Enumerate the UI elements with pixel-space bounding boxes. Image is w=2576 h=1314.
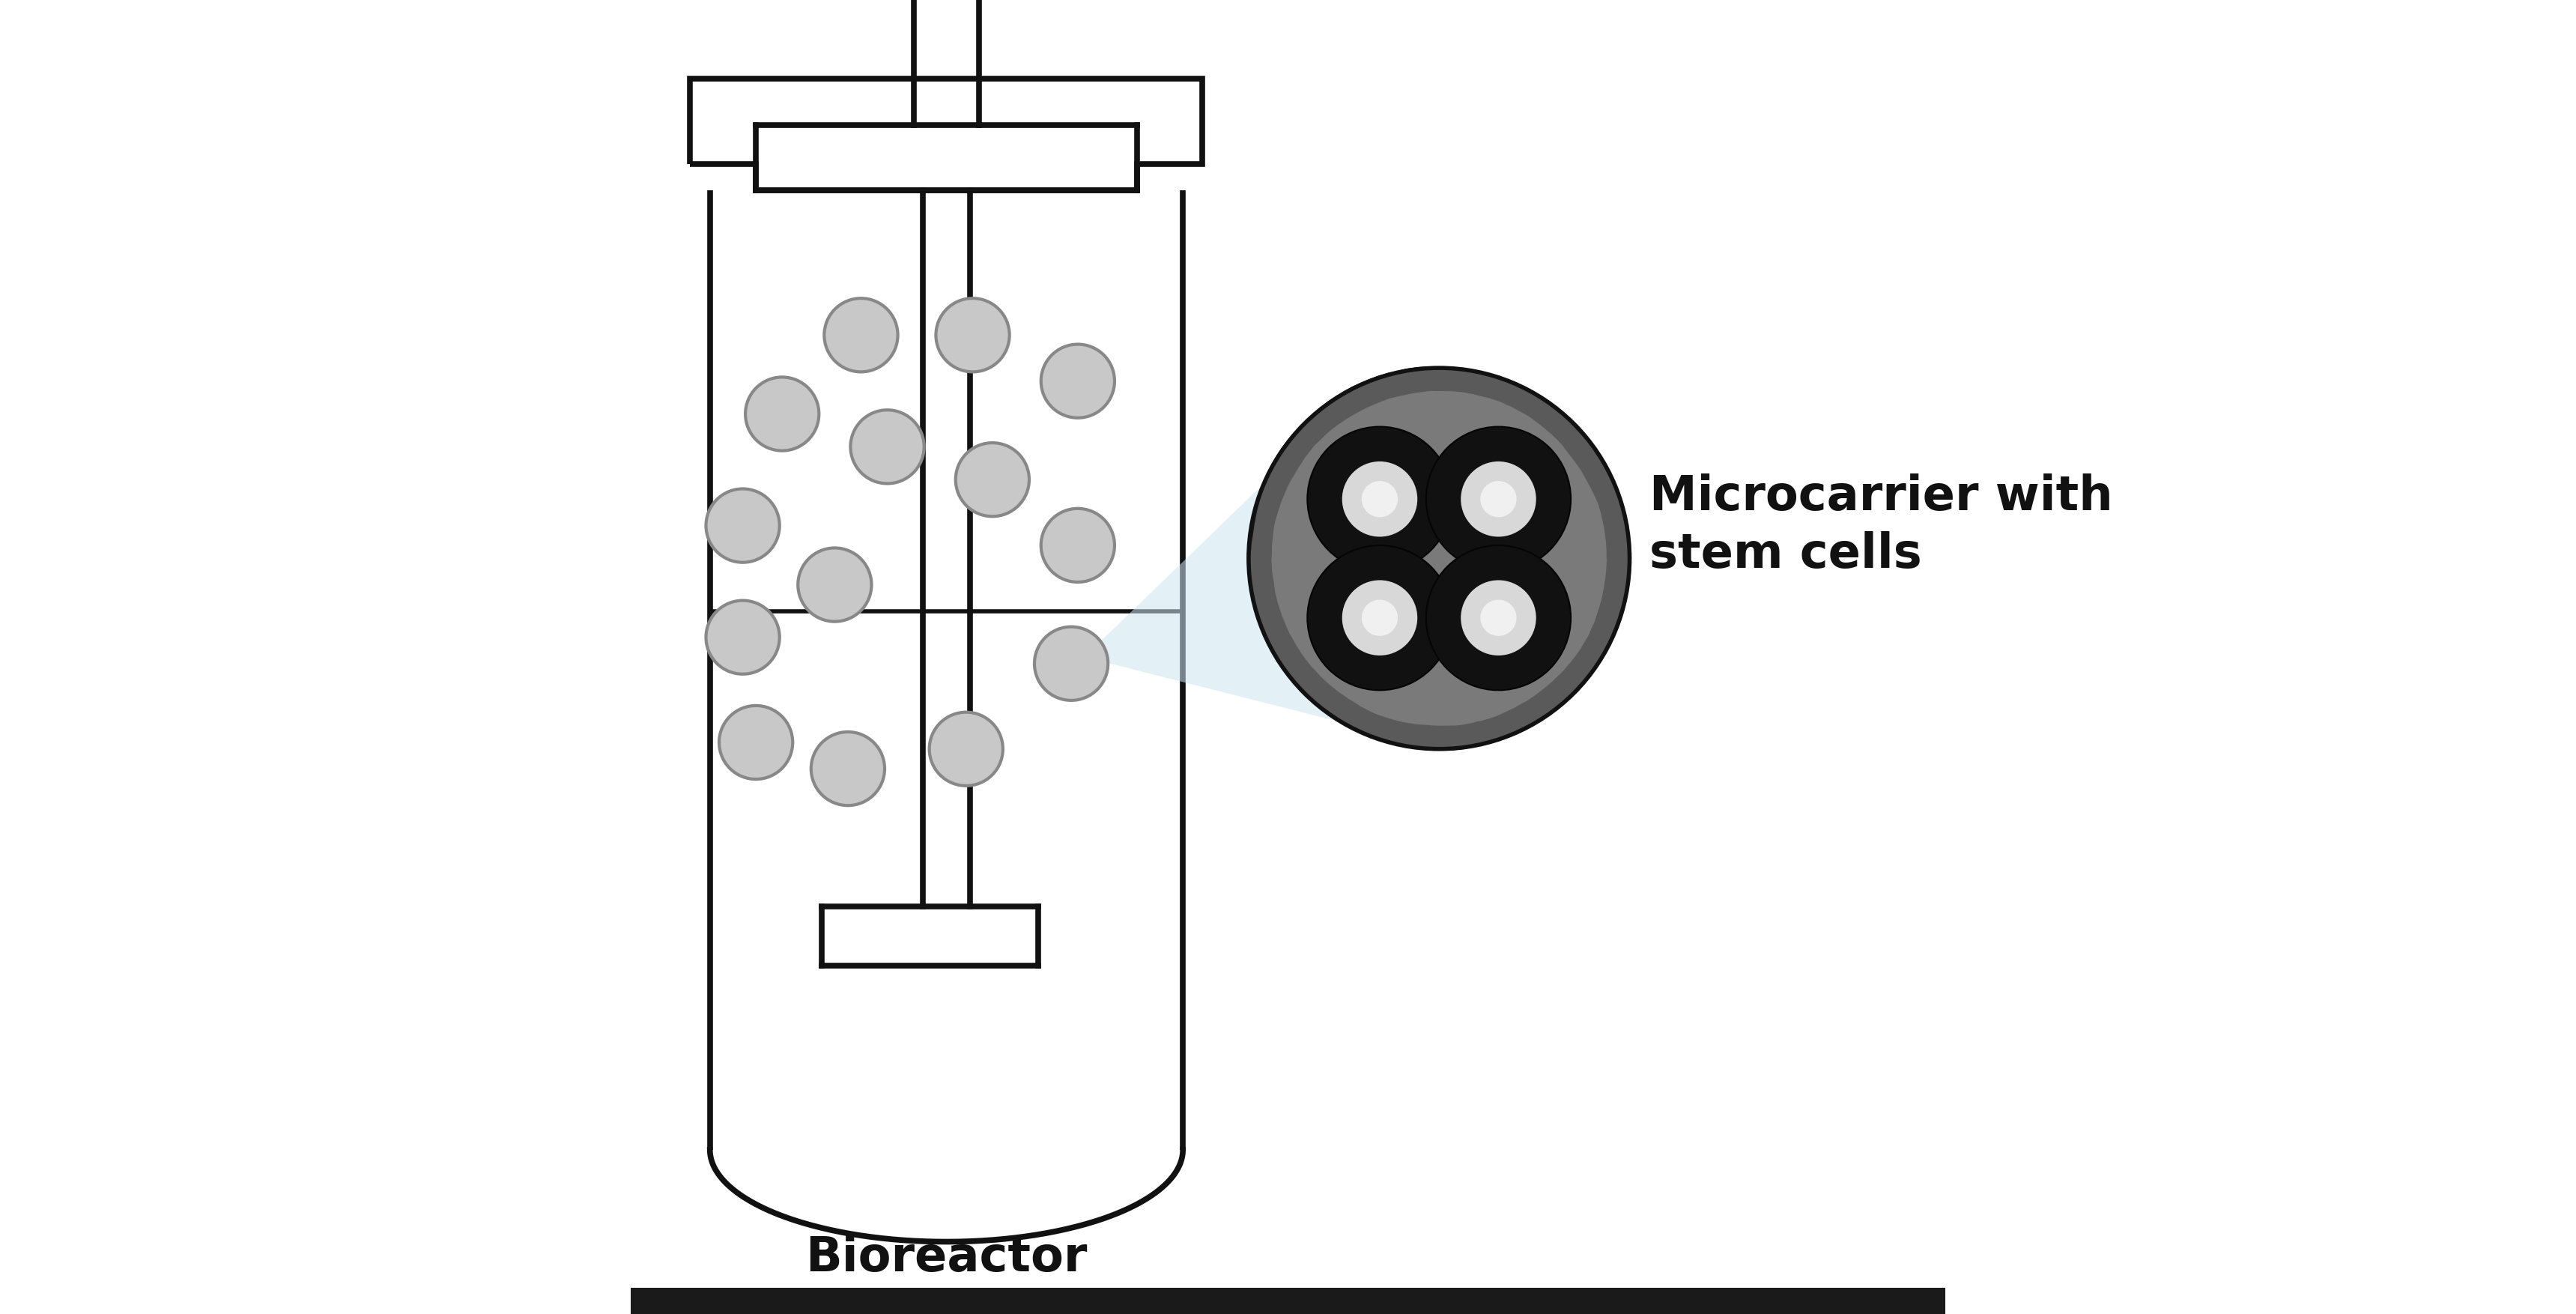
Polygon shape [1273,392,1607,725]
Circle shape [824,298,899,372]
Circle shape [956,443,1030,516]
Polygon shape [1249,368,1631,749]
Circle shape [1309,427,1453,572]
Circle shape [744,377,819,451]
Circle shape [811,732,884,805]
Circle shape [1427,545,1571,690]
Circle shape [1342,461,1417,536]
Text: Bioreactor: Bioreactor [806,1235,1087,1281]
Circle shape [1481,599,1517,636]
Circle shape [1461,581,1535,656]
Circle shape [1481,481,1517,518]
Circle shape [1342,581,1417,656]
Circle shape [1461,461,1535,536]
Circle shape [1041,509,1115,582]
Circle shape [1427,427,1571,572]
Text: Microcarrier with
stem cells: Microcarrier with stem cells [1649,473,2112,578]
Circle shape [850,410,925,484]
Circle shape [1363,481,1399,518]
Circle shape [799,548,871,622]
Circle shape [1036,627,1108,700]
Circle shape [930,712,1002,786]
Circle shape [1363,599,1399,636]
Circle shape [935,298,1010,372]
Polygon shape [1084,415,1334,720]
Bar [631,1288,1945,1314]
Circle shape [706,489,781,562]
Circle shape [1041,344,1115,418]
Circle shape [706,600,781,674]
Circle shape [1309,545,1453,690]
Circle shape [719,706,793,779]
